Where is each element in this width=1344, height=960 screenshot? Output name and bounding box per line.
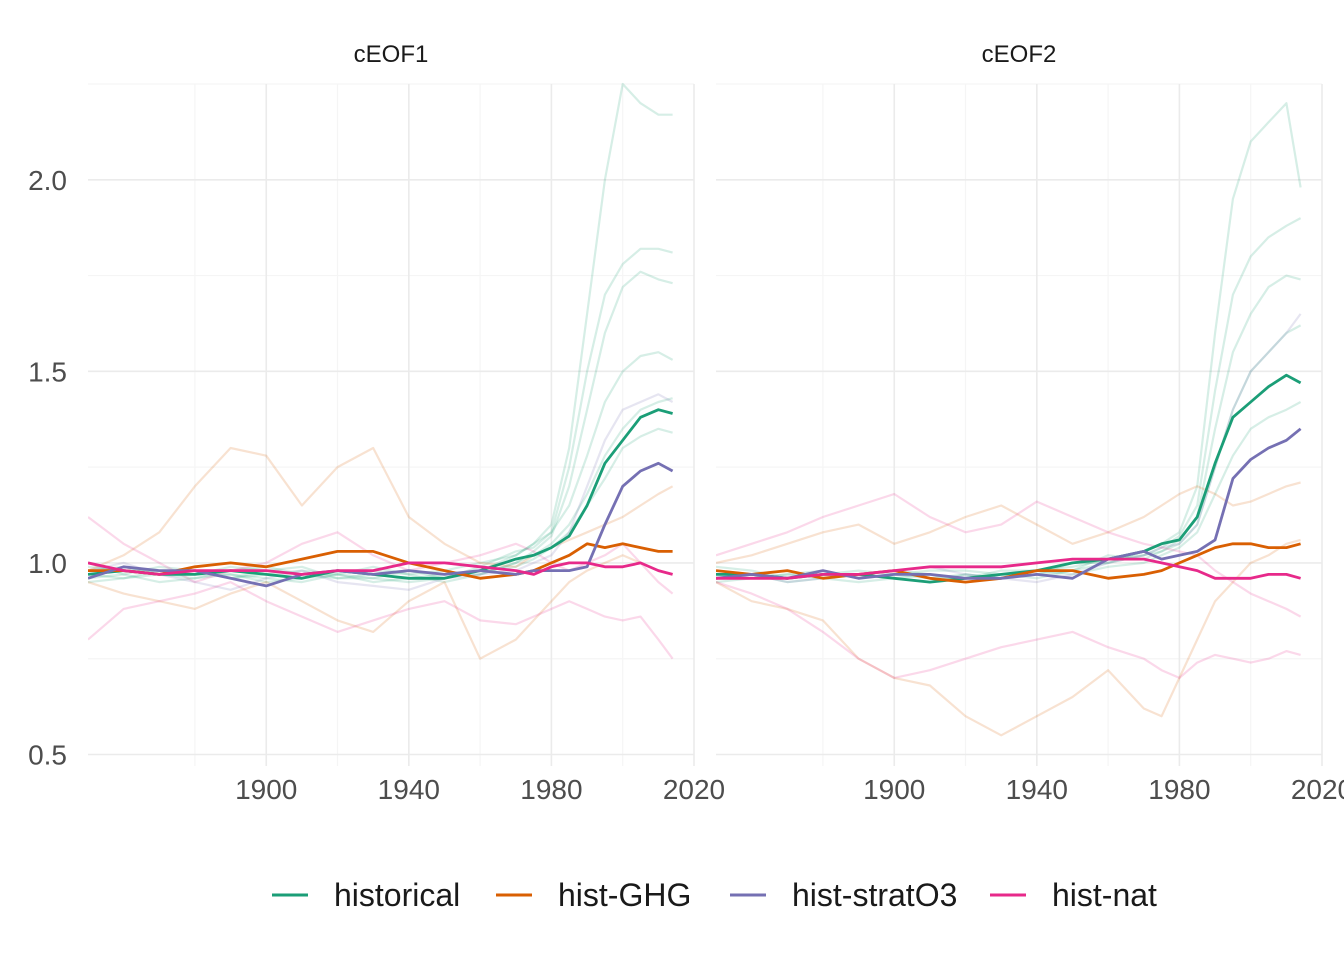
tick-labels: 1900 1940 1980 2020 [863, 774, 1344, 805]
series-lines [716, 102, 1302, 737]
series-line-hist-GHG [88, 542, 673, 580]
series-line-hist-GHG [716, 542, 1301, 584]
y-tick-label: 1.5 [28, 356, 67, 387]
panel-cEOF1: cEOF1 1900 1940 1980 2020 0.5 1.0 1.5 2.0 [28, 41, 725, 805]
legend-label: historical [334, 877, 460, 913]
ensemble-member-line-hist-GHG [716, 481, 1301, 564]
x-tick-label: 1900 [863, 774, 925, 805]
chart-panels: cEOF1 1900 1940 1980 2020 0.5 1.0 1.5 2.0 cEOF2 19… [28, 41, 1344, 805]
ensemble-member-line-historical [88, 270, 673, 584]
legend-label: hist-GHG [558, 877, 691, 913]
legend-item-hist-GHG: hist-GHG [496, 877, 691, 913]
y-tick-label: 1.0 [28, 548, 67, 579]
legend-label: hist-stratO3 [792, 877, 957, 913]
legend-label: hist-nat [1052, 877, 1157, 913]
ensemble-member-line-hist-GHG [88, 554, 673, 660]
x-tick-label: 1940 [378, 774, 440, 805]
ensemble-member-line-hist-GHG [716, 538, 1301, 737]
series-line-hist-stratO3 [716, 427, 1302, 580]
ensemble-member-line-historical [88, 247, 673, 580]
y-tick-label: 0.5 [28, 740, 67, 771]
gridlines [716, 83, 1323, 766]
panel-title: cEOF1 [354, 41, 429, 68]
series-line-hist-stratO3 [88, 461, 674, 588]
ensemble-member-line-historical [716, 324, 1302, 580]
panel-title: cEOF2 [982, 41, 1057, 68]
series-lines [88, 82, 674, 660]
series-line-hist-nat [716, 557, 1301, 580]
ensemble-member-line-hist-nat [88, 581, 674, 660]
ensemble-member-line-historical [716, 401, 1302, 584]
gridlines [88, 83, 695, 766]
ensemble-member-line-hist-nat [88, 516, 674, 595]
legend-item-historical: historical [272, 877, 460, 913]
x-tick-label: 1900 [235, 774, 297, 805]
ensemble-member-line-historical [88, 427, 673, 580]
tick-labels: 1900 1940 1980 2020 0.5 1.0 1.5 2.0 [28, 165, 725, 805]
x-tick-label: 2020 [663, 774, 725, 805]
x-tick-label: 1940 [1006, 774, 1068, 805]
ensemble-member-line-historical [716, 274, 1301, 580]
x-tick-label: 1980 [1148, 774, 1210, 805]
y-tick-label: 2.0 [28, 165, 67, 196]
ensemble-member-line-hist-stratO3 [88, 393, 674, 591]
x-tick-label: 2020 [1291, 774, 1344, 805]
legend-item-hist-stratO3: hist-stratO3 [730, 877, 957, 913]
series-line-hist-nat [88, 561, 673, 576]
legend-item-hist-nat: hist-nat [990, 877, 1157, 913]
ensemble-member-line-hist-nat [716, 492, 1302, 618]
legend: historical hist-GHG hist-stratO3 hist-nat [272, 877, 1157, 913]
panel-cEOF2: cEOF2 1900 1940 1980 2020 [716, 41, 1344, 805]
ensemble-member-line-hist-nat [716, 581, 1301, 679]
ensemble-member-line-hist-GHG [88, 446, 674, 572]
x-tick-label: 1980 [520, 774, 582, 805]
